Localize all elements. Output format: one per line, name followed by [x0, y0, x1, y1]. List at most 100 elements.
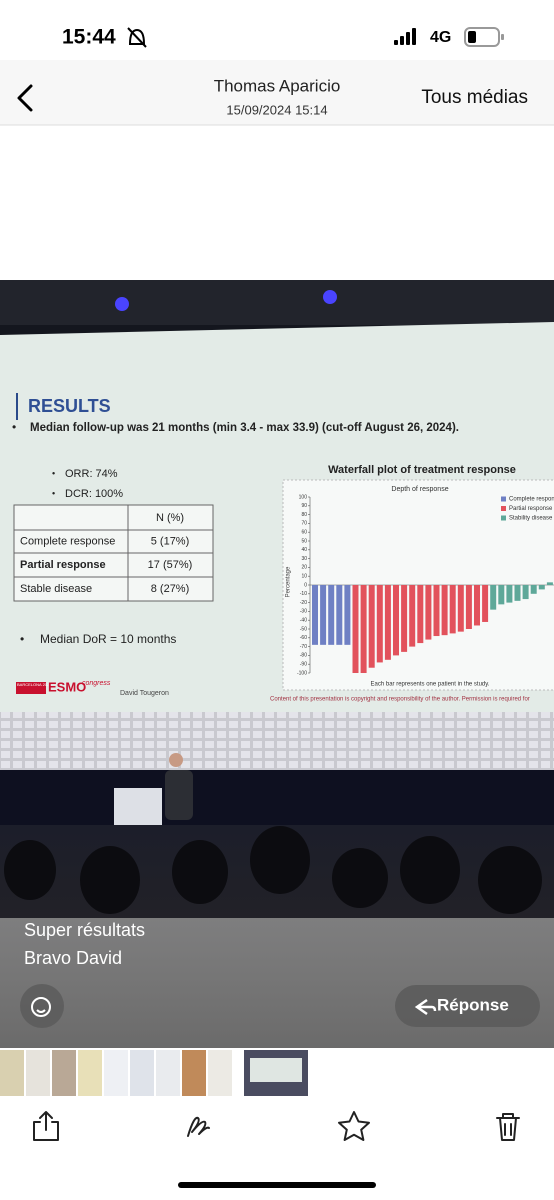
y-tick-label: -80 [300, 653, 307, 659]
legend-label: Partial response [509, 506, 553, 512]
y-tick-label: -40 [300, 618, 307, 624]
bullet-dot: • [20, 632, 24, 646]
markup-button[interactable] [187, 1116, 210, 1137]
battery-icon [464, 27, 504, 47]
bar [320, 585, 327, 645]
emoji-button[interactable] [20, 984, 64, 1028]
y-tick-label: -10 [300, 591, 307, 597]
thumbnail[interactable] [130, 1050, 154, 1096]
y-tick-label: 0 [304, 582, 307, 588]
ceiling [0, 280, 554, 325]
bar [457, 585, 464, 632]
bar [312, 585, 318, 645]
thumbnail[interactable] [104, 1050, 128, 1096]
waterfall-chart: 1009080706050403020100-10-20-30-40-50-60… [297, 494, 554, 676]
chart-title: Waterfall plot of treatment response [328, 464, 516, 476]
y-tick-label: -30 [300, 609, 307, 615]
thumbnail[interactable] [52, 1050, 76, 1096]
back-button[interactable] [17, 84, 33, 112]
y-tick-label: 20 [301, 565, 307, 571]
header-subtitle: 15/09/2024 15:14 [226, 102, 327, 117]
bar [401, 585, 408, 652]
x-axis-label: Each bar represents one patient in the s… [371, 682, 490, 688]
y-tick-label: 100 [299, 494, 308, 500]
table-cell: 5 (17%) [151, 535, 190, 547]
stage-light [115, 297, 129, 311]
slide-copyright: Content of this presentation is copyrigh… [270, 697, 530, 703]
bullet-dot: • [52, 488, 55, 498]
y-tick-label: -100 [297, 670, 307, 676]
bar [522, 585, 529, 600]
emoji-icon [31, 997, 51, 1017]
home-indicator [178, 1182, 376, 1188]
y-tick-label: -60 [300, 635, 307, 641]
audience-heads [4, 826, 542, 914]
table-cell: Complete response [20, 535, 115, 547]
stage [0, 770, 554, 830]
logo-brand: ESMO [48, 679, 86, 694]
caption-line: Bravo David [24, 948, 122, 968]
thumbnail[interactable] [78, 1050, 102, 1096]
bar [328, 585, 335, 645]
thumbnail-strip [0, 1048, 554, 1100]
slide-author: David Tougeron [120, 690, 169, 697]
table-column: N (%) [156, 512, 184, 524]
bar [417, 585, 424, 644]
y-tick-label: 10 [301, 574, 307, 580]
bar [441, 585, 448, 636]
photo: RESULTS • Median follow-up was 21 months… [0, 280, 554, 1048]
bar [498, 585, 505, 605]
y-tick-label: -70 [300, 644, 307, 650]
speaker [165, 770, 193, 820]
y-tick-label: -20 [300, 600, 307, 606]
bar [449, 585, 456, 634]
mute-icon [127, 27, 147, 48]
bar [368, 585, 375, 668]
network: 4G [430, 29, 451, 46]
header-title: Thomas Aparicio [214, 76, 341, 95]
y-tick-label: 70 [301, 521, 307, 527]
bar [482, 585, 489, 622]
bar [506, 585, 513, 603]
metric: DCR: 100% [65, 488, 123, 500]
legend-swatch [501, 506, 506, 511]
caption: Super résultats Bravo David [24, 920, 145, 968]
legend-label: Stability disease [509, 516, 553, 522]
speaker-head [169, 753, 183, 767]
thumbnail[interactable] [26, 1050, 50, 1096]
thumbnail[interactable] [208, 1050, 232, 1096]
bar [336, 585, 343, 645]
slide-dor: Median DoR = 10 months [40, 632, 176, 646]
bar [352, 585, 359, 673]
bar [538, 585, 545, 590]
reply-button[interactable] [395, 985, 540, 1027]
bar [425, 585, 432, 640]
thumbnail[interactable] [182, 1050, 206, 1096]
reply-icon [414, 998, 437, 1016]
metrics: • ORR: 74% • DCR: 100% [52, 468, 123, 500]
all-media-button[interactable]: Tous médias [421, 87, 528, 108]
status-time: 15:44 [62, 26, 116, 49]
bar [490, 585, 497, 610]
thumbnail[interactable] [0, 1050, 24, 1096]
bar [530, 585, 537, 594]
y-tick-label: 30 [301, 556, 307, 562]
bar [344, 585, 351, 645]
table-cell: 8 (27%) [151, 583, 190, 595]
y-tick-label: 90 [301, 503, 307, 509]
bar [384, 585, 391, 660]
favorite-button[interactable] [338, 1111, 370, 1141]
y-axis-label: Percentage [286, 566, 292, 597]
logo-block [16, 682, 46, 694]
bar [409, 585, 416, 647]
legend-label: Complete response [509, 497, 554, 503]
thumbnail[interactable] [156, 1050, 180, 1096]
share-button[interactable] [33, 1111, 59, 1141]
table-cell: Partial response [20, 559, 106, 571]
slide-heading: RESULTS [28, 396, 111, 416]
y-tick-label: -50 [300, 626, 307, 632]
legend-swatch [501, 496, 506, 502]
delete-button[interactable] [496, 1113, 520, 1141]
